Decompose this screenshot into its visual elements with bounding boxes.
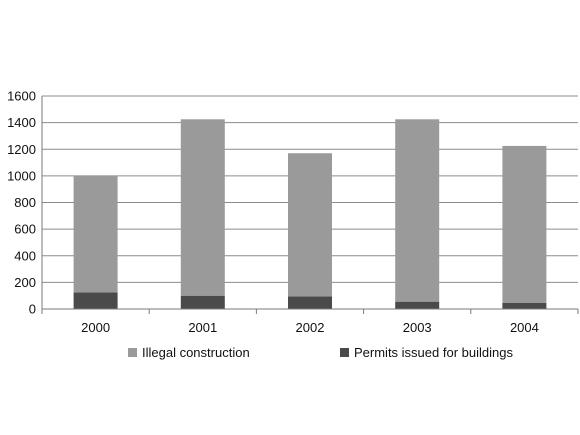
- x-tick-label: 2001: [188, 320, 217, 335]
- bar-permits-issued-for-buildings-2003: [395, 301, 440, 309]
- y-tick-label: 1600: [7, 89, 36, 104]
- x-tick-label: 2002: [296, 320, 325, 335]
- legend-label: Permits issued for buildings: [354, 345, 513, 360]
- y-tick-label: 200: [14, 275, 36, 290]
- bar-illegal-construction-2000: [73, 175, 118, 293]
- x-tick-label: 2000: [81, 320, 110, 335]
- y-tick-label: 0: [29, 302, 36, 317]
- bar-permits-issued-for-buildings-2002: [288, 296, 332, 309]
- legend-swatch: [340, 348, 349, 357]
- x-tick-label: 2003: [403, 320, 432, 335]
- x-tick-label: 2004: [510, 320, 539, 335]
- y-tick-label: 1200: [7, 142, 36, 157]
- legend-item: Illegal construction: [128, 345, 250, 360]
- bar-illegal-construction-2003: [395, 119, 440, 302]
- legend-item: Permits issued for buildings: [340, 345, 513, 360]
- bar-permits-issued-for-buildings-2004: [502, 303, 547, 309]
- y-tick-label: 800: [14, 195, 36, 210]
- bar-permits-issued-for-buildings-2001: [180, 295, 225, 309]
- legend-label: Illegal construction: [142, 345, 250, 360]
- y-tick-label: 400: [14, 248, 36, 263]
- bar-illegal-construction-2001: [180, 119, 225, 296]
- bar-permits-issued-for-buildings-2000: [73, 292, 118, 309]
- bar-illegal-construction-2002: [288, 153, 332, 297]
- y-tick-label: 1400: [7, 115, 36, 130]
- y-tick-label: 600: [14, 222, 36, 237]
- y-tick-label: 1000: [7, 168, 36, 183]
- bar-illegal-construction-2004: [502, 145, 547, 304]
- legend-swatch: [128, 348, 137, 357]
